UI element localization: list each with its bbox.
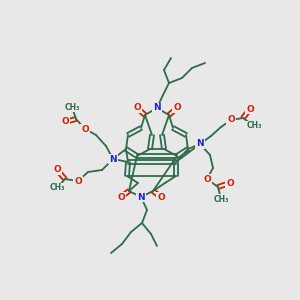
Text: O: O xyxy=(226,178,234,188)
Text: CH₃: CH₃ xyxy=(213,194,229,203)
Text: O: O xyxy=(133,103,141,112)
Text: O: O xyxy=(173,103,181,112)
Text: N: N xyxy=(153,103,161,112)
Text: N: N xyxy=(196,140,204,148)
Text: CH₃: CH₃ xyxy=(64,103,80,112)
Text: O: O xyxy=(203,175,211,184)
Text: O: O xyxy=(81,124,89,134)
Text: O: O xyxy=(74,176,82,185)
Text: O: O xyxy=(61,118,69,127)
Text: O: O xyxy=(227,116,235,124)
Text: CH₃: CH₃ xyxy=(246,122,262,130)
Text: O: O xyxy=(246,104,254,113)
Text: O: O xyxy=(53,166,61,175)
Text: CH₃: CH₃ xyxy=(49,184,65,193)
Text: O: O xyxy=(157,193,165,202)
Text: N: N xyxy=(109,154,117,164)
Text: O: O xyxy=(117,193,125,202)
Text: N: N xyxy=(137,193,145,202)
